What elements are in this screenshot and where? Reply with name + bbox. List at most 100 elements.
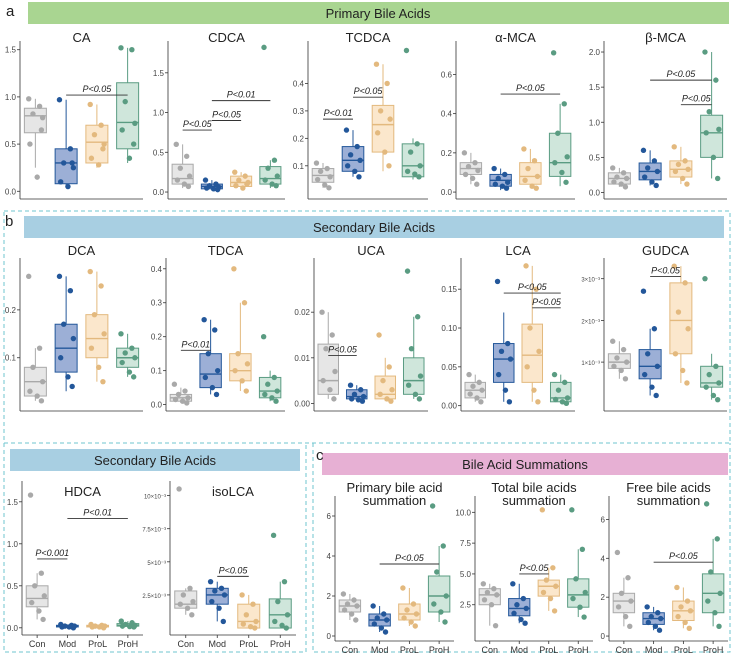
box-mod [199, 317, 222, 398]
data-point [359, 398, 366, 404]
data-point [412, 391, 419, 398]
y-tick-label: 0.4 [293, 79, 305, 88]
data-point [183, 153, 190, 159]
box-mod [368, 603, 391, 635]
data-point [610, 165, 616, 171]
data-point [65, 183, 71, 190]
data-point [275, 598, 281, 605]
chart-panel: UCA 0.00 0.01 0.02 P<0.05 [294, 243, 428, 412]
data-point [703, 384, 709, 390]
data-point [469, 175, 476, 182]
data-point [510, 581, 516, 587]
x-tick-label: Mod [510, 645, 528, 654]
box-con [464, 371, 487, 405]
data-point [645, 165, 651, 171]
x-tick-label: ProH [270, 639, 291, 649]
data-point [713, 77, 719, 83]
data-point [443, 593, 449, 599]
data-point [684, 380, 690, 386]
data-point [242, 173, 248, 179]
x-tick-label: Con [481, 645, 498, 654]
section-c-letter: c [316, 447, 324, 464]
y-tick-label: 0.5 [589, 153, 601, 162]
y-tick-label: 0.2 [293, 134, 305, 143]
significance-label: P<0.05 [82, 84, 112, 94]
data-point [640, 147, 647, 154]
data-point [38, 127, 45, 133]
section-c-banner [322, 453, 728, 475]
data-point [27, 141, 33, 147]
data-point [543, 577, 550, 583]
data-point [625, 575, 631, 581]
x-tick-label: Con [177, 639, 194, 649]
data-point [319, 309, 325, 315]
data-point [386, 163, 392, 169]
box-mod [55, 621, 79, 631]
data-point [628, 598, 634, 604]
y-tick-label: 0.01 [294, 354, 310, 363]
data-point [550, 50, 557, 56]
data-point [494, 278, 501, 285]
data-point [622, 184, 629, 190]
data-point [347, 152, 354, 158]
data-point [675, 309, 682, 315]
box-prol [86, 621, 110, 631]
data-point [492, 181, 499, 187]
data-point [627, 623, 633, 630]
chart-title: Free bile acids [626, 480, 711, 495]
data-point [502, 171, 508, 178]
y-tick-label: 0.2 [151, 333, 163, 342]
data-point [261, 44, 267, 51]
data-point [412, 623, 418, 629]
box-proh [116, 45, 140, 163]
box-con [607, 165, 631, 190]
data-point [34, 174, 40, 180]
data-point [716, 380, 722, 386]
data-point [703, 130, 709, 136]
data-point [27, 492, 34, 498]
x-tick-label: ProH [429, 645, 450, 654]
section-c-title: Bile Acid Summations [462, 457, 588, 472]
data-point [344, 163, 351, 169]
data-point [376, 332, 382, 338]
box-body [401, 143, 425, 178]
data-point [404, 168, 411, 174]
data-point [214, 186, 221, 193]
data-point [611, 363, 617, 369]
x-tick-label: ProH [118, 639, 139, 649]
data-point [522, 620, 528, 626]
data-point [30, 111, 36, 117]
section-c-border [312, 443, 731, 653]
data-point [243, 388, 249, 394]
data-point [38, 398, 45, 404]
y-tick-label: 0.1 [293, 162, 305, 171]
data-point [279, 622, 285, 629]
chart-title: CDCA [208, 30, 245, 45]
data-point [26, 96, 32, 102]
data-point [706, 371, 712, 378]
data-point [431, 601, 437, 607]
data-point [672, 351, 679, 357]
data-point [563, 400, 570, 407]
data-point [494, 592, 500, 598]
box-mod [345, 382, 368, 404]
data-point [205, 350, 211, 357]
data-point [343, 127, 350, 133]
data-point [708, 569, 714, 575]
data-point [119, 623, 126, 629]
data-point [100, 625, 107, 631]
data-point [534, 173, 541, 180]
y-tick-label: 0.2 [441, 149, 453, 158]
data-point [523, 605, 529, 612]
data-point [682, 280, 688, 286]
data-point [347, 382, 354, 388]
y-tick-label: 0.0 [151, 401, 163, 410]
box-proh [427, 503, 451, 625]
data-point [610, 338, 616, 344]
significance-label: P<0.01 [324, 108, 353, 118]
data-point [533, 185, 539, 191]
data-point [654, 363, 661, 369]
data-point [272, 618, 278, 625]
data-point [129, 47, 135, 53]
